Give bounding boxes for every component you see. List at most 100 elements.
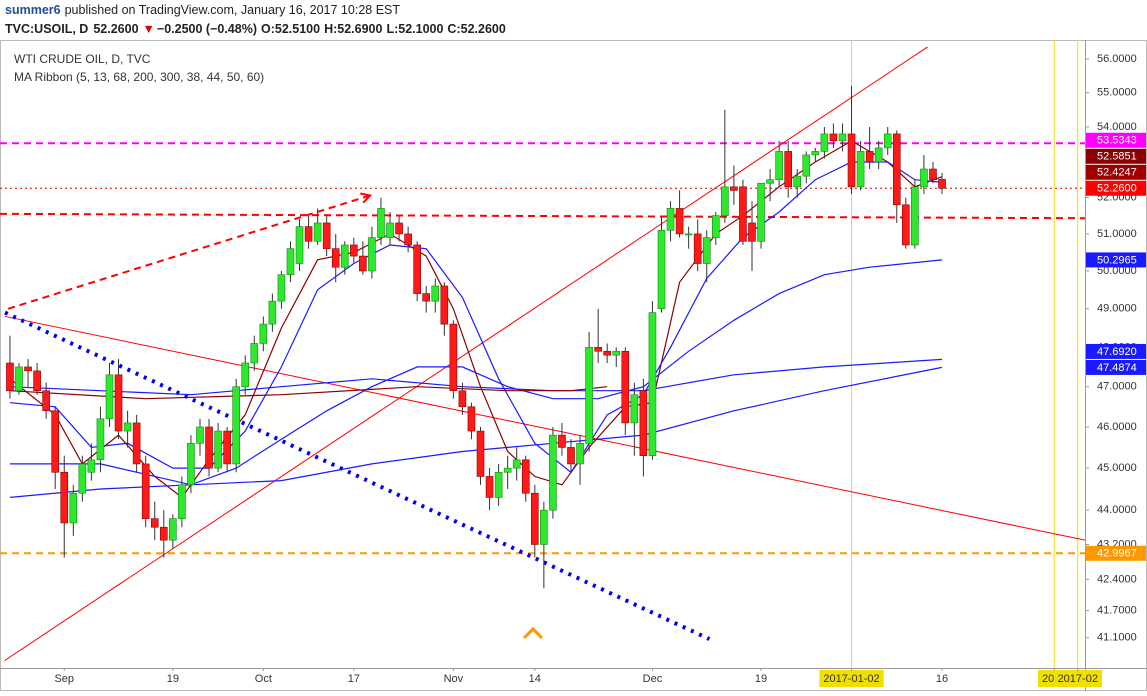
candle-body (503, 467, 512, 473)
trend-line (4, 315, 1086, 541)
trend-line (7, 194, 371, 310)
plot (0, 40, 1086, 668)
price-label: 47.4874 (1097, 362, 1137, 374)
candle-body (512, 459, 521, 469)
price-label-box (1086, 359, 1146, 375)
candle-body (42, 390, 50, 412)
candle-body (829, 133, 838, 142)
candle-body (540, 509, 548, 545)
candle-body (702, 237, 711, 264)
candle-body (549, 434, 557, 511)
candle-body (132, 422, 141, 465)
change: −0.2500 (−0.48%) (157, 22, 257, 36)
header-line-1: summer6 published on TradingView.com, Jan… (5, 3, 400, 17)
candle-body (621, 350, 630, 424)
candle-body (123, 422, 132, 432)
moving-average (9, 358, 943, 396)
open: O:52.5100 (261, 22, 320, 36)
candle-body (60, 471, 69, 524)
candle-body (331, 248, 340, 268)
candle-body (521, 459, 530, 494)
candle-body (449, 323, 458, 392)
candle-body (87, 459, 96, 473)
y-tick-label: 41.1000 (1097, 632, 1137, 644)
moving-average (9, 161, 943, 474)
candle-body (458, 390, 467, 408)
candle-body (250, 343, 259, 364)
candle-body (639, 390, 648, 456)
candle-body (730, 186, 738, 191)
candle-body (594, 347, 602, 352)
price-label-box (1086, 343, 1146, 359)
y-tick-label: 45.0000 (1097, 462, 1137, 474)
candle-body (739, 186, 747, 242)
candle-body (838, 133, 847, 142)
price-label-box (1086, 164, 1146, 180)
candle-body (51, 410, 60, 473)
candle-body (359, 255, 367, 272)
candle-body (938, 179, 946, 189)
candle-body (178, 484, 186, 519)
candle-body (114, 374, 123, 432)
candle-body (350, 244, 358, 257)
candle-body (721, 186, 729, 216)
published: published on TradingView.com, January 16… (65, 3, 401, 17)
price-label: 42.9967 (1097, 548, 1137, 560)
y-tick-label: 47.0000 (1097, 381, 1137, 393)
candle-body (630, 394, 639, 424)
candle-body (159, 526, 168, 541)
moving-average (9, 366, 943, 498)
trend-line (4, 310, 711, 641)
x-tick-label: Nov (444, 673, 464, 685)
x-tick-label: Sep (54, 673, 74, 685)
candle-body (576, 443, 584, 465)
candle-body (268, 300, 277, 325)
y-tick-label: 49.0000 (1097, 303, 1137, 315)
candle-body (422, 293, 431, 302)
candle-body (169, 518, 177, 541)
price-label-box (1086, 252, 1146, 268)
x-tick-highlight (819, 670, 884, 687)
candle-body (847, 133, 856, 188)
candle-body (440, 285, 449, 325)
x-tick-label: 16 (936, 673, 948, 685)
candle-body (766, 179, 774, 184)
candle-body (684, 233, 693, 236)
symbol: TVC:USOIL, D (5, 22, 88, 36)
candle-body (241, 362, 250, 388)
candle-body (196, 426, 204, 444)
candle-body (105, 374, 114, 420)
y-tick-label: 41.7000 (1097, 605, 1137, 617)
candle-body (784, 151, 792, 188)
y-tick-label: 50.0000 (1097, 265, 1137, 277)
price-label: 52.5851 (1097, 151, 1137, 163)
candle-body (558, 434, 566, 448)
candle-body (6, 362, 14, 392)
candle-body (603, 350, 612, 356)
candle-body (467, 406, 476, 432)
x-tick-label: 14 (529, 673, 541, 685)
price-label-box (1086, 180, 1146, 196)
y-tick-label: 56.0000 (1097, 53, 1137, 65)
x-tick-label: 2017-01-02 (823, 673, 879, 685)
candle-body (902, 204, 910, 246)
candle-body (567, 447, 575, 465)
close: C:52.2600 (447, 22, 505, 36)
x-tick-label: 17 (348, 673, 360, 685)
candle-body (78, 463, 87, 494)
y-tick-label: 51.0000 (1097, 228, 1137, 240)
candle-body (666, 208, 675, 231)
candle-body (69, 492, 78, 524)
y-tick-label: 54.0000 (1097, 121, 1137, 133)
candle-body (856, 151, 865, 188)
candle-body (711, 215, 720, 238)
candle-body (377, 208, 385, 238)
candle-body (277, 274, 286, 302)
candle-body (485, 476, 494, 498)
earnings-marker[interactable] (522, 626, 544, 640)
candle-body (693, 233, 702, 264)
candle-body (214, 430, 222, 469)
candle-body (775, 151, 783, 180)
author[interactable]: summer6 (5, 3, 61, 17)
